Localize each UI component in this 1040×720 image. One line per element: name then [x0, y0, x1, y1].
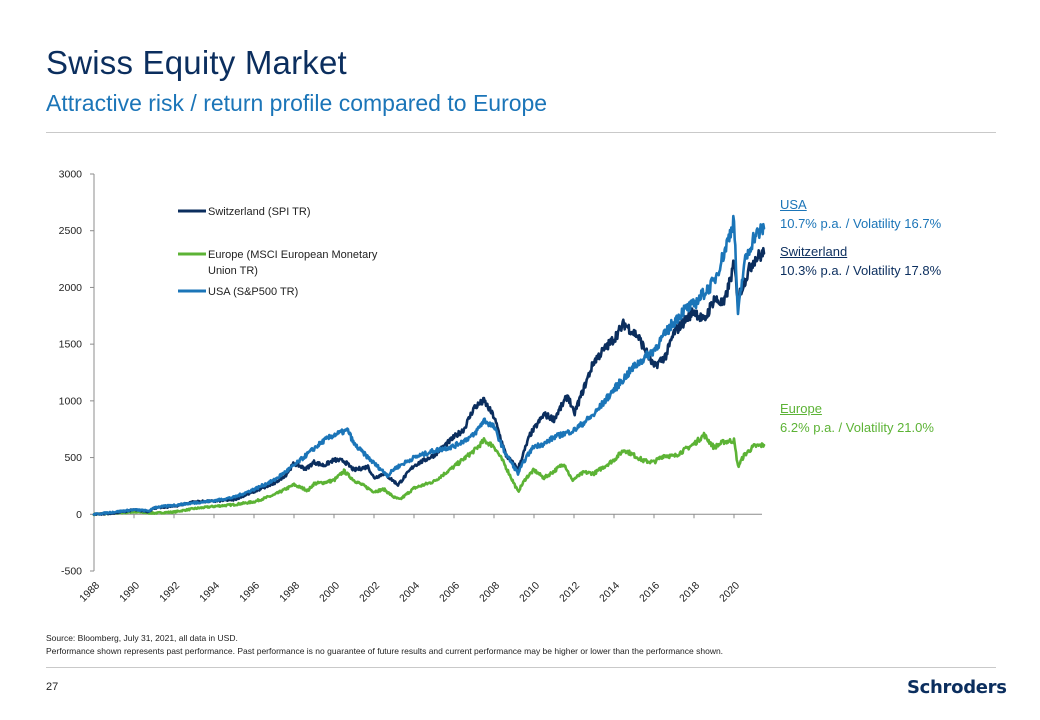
annotation-europe-name: Europe: [780, 401, 822, 416]
brand-logo: Schroders: [907, 677, 1007, 698]
x-tick-label: 1992: [157, 580, 182, 605]
x-tick-label: 2006: [437, 580, 462, 605]
legend-label: Europe (MSCI European Monetary: [208, 249, 378, 261]
annotation-usa-stats: 10.7% p.a. / Volatility 16.7%: [780, 216, 942, 231]
annotation-switzerland-stats: 10.3% p.a. / Volatility 17.8%: [780, 263, 942, 278]
y-tick-label: -500: [61, 566, 82, 578]
annotation-usa: USA 10.7% p.a. / Volatility 16.7%: [780, 195, 941, 233]
page-title: Swiss Equity Market: [46, 44, 347, 81]
europe-line: [92, 431, 766, 517]
x-tick-label: 2018: [677, 580, 702, 605]
x-tick-label: 1998: [277, 580, 302, 605]
annotation-switzerland-name: Switzerland: [780, 244, 848, 259]
y-tick-label: 1000: [59, 395, 83, 407]
x-tick-label: 2020: [717, 580, 742, 605]
x-tick-label: 1994: [197, 580, 222, 605]
x-tick-label: 2000: [317, 580, 342, 605]
page-subtitle: Attractive risk / return profile compare…: [46, 90, 548, 116]
x-tick-label: 1990: [117, 580, 142, 605]
legend-label: Switzerland (SPI TR): [208, 206, 311, 218]
y-tick-label: 3000: [59, 169, 83, 181]
disclaimer-text: Performance shown represents past perfor…: [46, 646, 724, 656]
x-tick-label: 2008: [477, 580, 502, 605]
source-text: Source: Bloomberg, July 31, 2021, all da…: [46, 633, 238, 643]
x-tick-label: 2002: [357, 580, 382, 605]
legend-label: USA (S&P500 TR): [208, 286, 298, 298]
x-tick-label: 2004: [397, 580, 422, 605]
x-tick-label: 2012: [557, 580, 582, 605]
switzerland-line: [92, 246, 766, 517]
footer-divider: [46, 667, 996, 668]
x-tick-label: 2010: [517, 580, 542, 605]
annotation-usa-name: USA: [780, 197, 807, 212]
page-number: 27: [46, 681, 59, 693]
x-tick-label: 2016: [637, 580, 662, 605]
x-tick-label: 2014: [597, 580, 622, 605]
annotation-europe: Europe 6.2% p.a. / Volatility 21.0%: [780, 399, 934, 437]
header-divider: [46, 132, 996, 133]
x-tick-label: 1988: [77, 580, 102, 605]
annotation-europe-stats: 6.2% p.a. / Volatility 21.0%: [780, 420, 934, 435]
usa-line: [92, 214, 766, 517]
y-tick-label: 1500: [59, 339, 83, 351]
chart-lines: [92, 214, 766, 517]
y-tick-label: 2000: [59, 282, 83, 294]
annotation-switzerland: Switzerland 10.3% p.a. / Volatility 17.8…: [780, 242, 941, 280]
x-tick-label: 1996: [237, 580, 262, 605]
y-tick-label: 500: [64, 452, 82, 464]
source-note: Source: Bloomberg, July 31, 2021, all da…: [46, 632, 1006, 658]
legend-label: Union TR): [208, 265, 258, 277]
chart-axes: -500 0 500 1000 1500 2000 2500 3000 1988 1990 1992…: [59, 169, 762, 605]
y-tick-label: 0: [76, 509, 82, 521]
y-tick-label: 2500: [59, 225, 83, 237]
chart-legend: Switzerland (SPI TR) Europe (MSCI Europea…: [178, 206, 378, 298]
